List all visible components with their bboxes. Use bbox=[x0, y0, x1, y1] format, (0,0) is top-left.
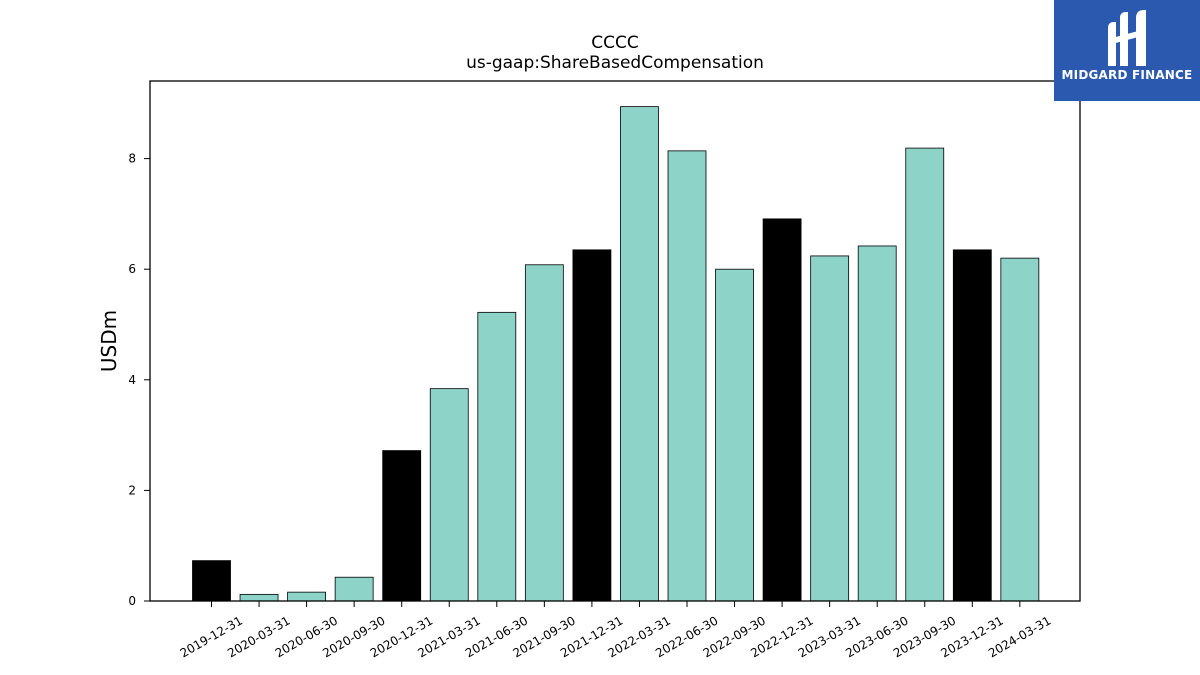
y-tick-label: 6 bbox=[128, 262, 136, 276]
bar-2020-03-31 bbox=[239, 593, 279, 602]
y-tick-label: 8 bbox=[128, 152, 136, 166]
bar-2022-06-30 bbox=[667, 150, 707, 602]
y-tick-label: 4 bbox=[128, 373, 136, 387]
bar-2024-03-31 bbox=[1000, 257, 1040, 602]
bar-2020-06-30 bbox=[287, 591, 327, 602]
bar-2023-09-30 bbox=[905, 147, 945, 602]
bar-2020-12-31 bbox=[382, 450, 422, 602]
bar-2021-03-31 bbox=[429, 388, 469, 602]
y-tick-label: 2 bbox=[128, 483, 136, 497]
bar-2021-12-31 bbox=[572, 249, 612, 602]
brand-logo-text: MIDGARD FINANCE bbox=[1061, 68, 1193, 82]
midgard-logo-icon bbox=[1108, 10, 1146, 66]
bar-2022-03-31 bbox=[620, 106, 659, 602]
bar-2023-06-30 bbox=[857, 245, 897, 602]
bar-2020-09-30 bbox=[334, 576, 374, 602]
chart-subtitle: us-gaap:ShareBasedCompensation bbox=[466, 53, 764, 73]
x-axis-ticks: 2019-12-312020-03-312020-06-302020-09-30… bbox=[178, 601, 1053, 660]
y-axis-ticks: 0 2 4 6 8 bbox=[128, 152, 150, 608]
y-axis-label: USDm bbox=[97, 310, 121, 372]
brand-logo: MIDGARD FINANCE bbox=[1054, 0, 1200, 101]
y-tick-label: 0 bbox=[128, 594, 136, 608]
chart-title: CCCC bbox=[591, 33, 638, 53]
bar-2022-09-30 bbox=[715, 268, 754, 602]
plot-frame bbox=[149, 80, 1081, 602]
bar-2022-12-31 bbox=[762, 218, 802, 602]
bar-2023-03-31 bbox=[810, 255, 850, 602]
bar-2021-09-30 bbox=[524, 264, 564, 602]
bar-2021-06-30 bbox=[477, 311, 517, 602]
bars-group bbox=[192, 106, 1040, 602]
bar-2023-12-31 bbox=[952, 249, 992, 602]
bar-2019-12-31 bbox=[192, 560, 231, 602]
